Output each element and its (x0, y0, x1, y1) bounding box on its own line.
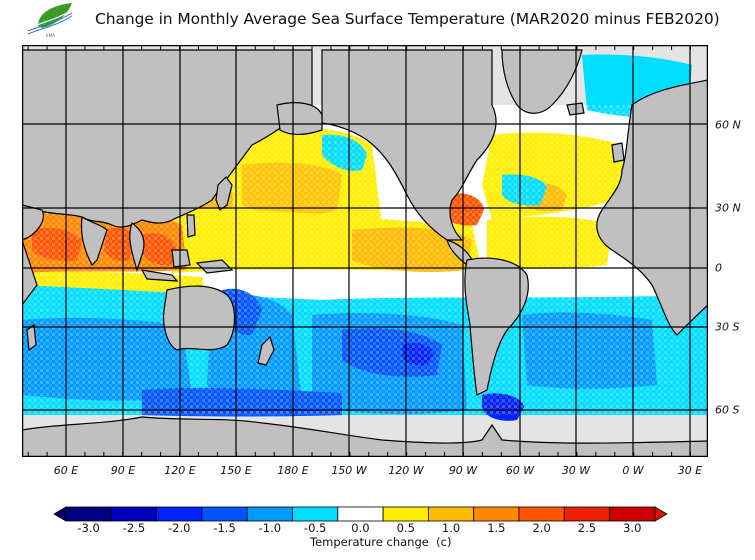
land-alaska (276, 102, 323, 136)
land-british-isles (611, 142, 625, 163)
lon-label-60e: 60 E (53, 464, 79, 477)
colorbar-tick-label: 0.0 (351, 521, 370, 535)
colorbar-tick-label: -0.5 (303, 521, 327, 535)
land-new-zealand (257, 335, 275, 366)
colorbar-swatch (156, 506, 203, 522)
colorbar-swatch (518, 506, 565, 522)
colorbar-tick-label: -2.0 (168, 521, 191, 535)
graticule (22, 45, 708, 457)
land-greenland (501, 49, 583, 114)
land-sumatra-java (140, 269, 179, 282)
lat-label-0: 0 (715, 261, 722, 275)
lat-label-60n: 60 N (715, 118, 741, 132)
colorbar-under-arrow (53, 506, 67, 522)
colorbar-swatch (110, 506, 157, 522)
colorbar-tick-label: -3.0 (77, 521, 100, 535)
colorbar-swatch (427, 506, 475, 522)
land-indochina (129, 222, 145, 272)
colorbar-swatch (201, 506, 248, 522)
land-antarctica (22, 416, 708, 457)
land-layer (22, 49, 708, 457)
colorbar-tick-label: 2.5 (577, 521, 597, 535)
land-madagascar (26, 323, 37, 352)
logo-text: KMA (46, 33, 55, 38)
lon-label-180e: 180 E (277, 464, 309, 477)
lon-label-150w: 150 W (331, 464, 367, 477)
colorbar-tick-label: 1.5 (487, 521, 506, 535)
colorbar-swatch (65, 506, 112, 522)
lon-label-90w: 90 W (448, 464, 478, 477)
colorbar-tick-label: 3.0 (623, 521, 642, 535)
lon-label-150e: 150 E (220, 464, 252, 477)
lon-label-90e: 90 E (110, 464, 136, 477)
land-north-america (321, 49, 497, 241)
land-new-guinea (195, 259, 234, 274)
lon-label-120w: 120 W (388, 464, 424, 477)
lon-label-30w: 30 W (561, 464, 591, 477)
colorbar-tick-label: 1.0 (441, 521, 461, 535)
colorbar-tick-label: -1.5 (213, 521, 236, 535)
kma-logo-icon: KMA (27, 3, 73, 38)
colorbar-swatch (337, 506, 384, 522)
lat-label-30n: 30 N (715, 201, 741, 215)
lon-label-120e: 120 E (164, 464, 196, 477)
colorbar-tick-label: -2.5 (122, 521, 146, 535)
colorbar-swatch (382, 506, 429, 522)
colorbar-swatch (609, 506, 656, 522)
lon-label-30e: 30 E (677, 464, 703, 477)
colorbar-tick-label: 0.5 (396, 521, 415, 535)
colorbar (53, 506, 668, 522)
land-australia (162, 285, 236, 351)
land-philippines (186, 214, 196, 238)
colorbar-tick-label: 2.0 (532, 521, 551, 535)
lon-label-0w: 0 W (622, 464, 644, 477)
colorbar-tick-label: -1.0 (258, 521, 282, 535)
sst-anomaly-map (22, 45, 708, 457)
colorbar-swatch (473, 506, 520, 522)
colorbar-swatch (292, 506, 339, 522)
lon-label-60w: 60 W (505, 464, 535, 477)
lat-label-30s: 30 S (715, 320, 740, 334)
land-india (80, 216, 108, 266)
land-japan (215, 176, 233, 211)
colorbar-swatch (563, 506, 610, 522)
lat-label-60s: 60 S (715, 403, 740, 417)
colorbar-over-arrow (654, 506, 668, 522)
chart-title: Change in Monthly Average Sea Surface Te… (95, 10, 720, 28)
colorbar-title: Temperature change (c) (310, 535, 452, 549)
land-borneo (171, 249, 191, 268)
colorbar-swatch (246, 506, 293, 522)
